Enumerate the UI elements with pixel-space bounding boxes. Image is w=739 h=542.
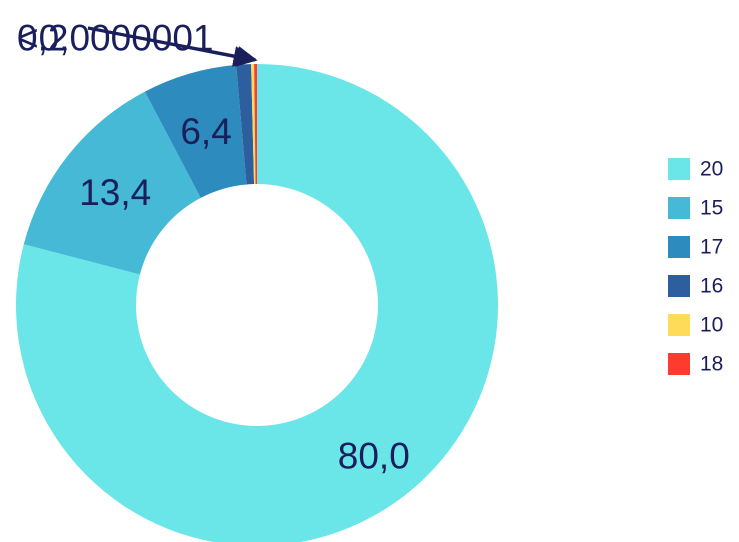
callout-label-10: 0,2 — [17, 18, 68, 59]
legend-item-15: 15 — [668, 197, 723, 220]
legend-label-20: 20 — [700, 158, 723, 181]
legend-item-18: 18 — [668, 353, 723, 376]
legend-label-17: 17 — [700, 236, 723, 259]
legend-swatch-20 — [668, 158, 690, 180]
callout-label-18: <0,0000001 — [17, 18, 214, 59]
legend-swatch-17 — [668, 236, 690, 258]
slice-17 — [144, 64, 247, 198]
slice-16 — [236, 64, 255, 185]
legend: 20 15 17 16 10 18 — [668, 158, 723, 376]
legend-item-10: 10 — [668, 314, 723, 337]
legend-swatch-16 — [668, 275, 690, 297]
legend-label-15: 15 — [700, 197, 723, 220]
data-label-17: 6,4 — [180, 111, 231, 152]
data-label-20: 80,0 — [338, 436, 410, 477]
legend-item-16: 16 — [668, 275, 723, 298]
legend-swatch-10 — [668, 314, 690, 336]
legend-label-10: 10 — [700, 314, 723, 337]
slices-layer — [16, 64, 498, 542]
slice-18 — [254, 64, 257, 185]
callouts-layer: 0,2<0,0000001 — [17, 18, 258, 67]
slice-15 — [23, 91, 201, 275]
legend-label-16: 16 — [700, 275, 723, 298]
legend-swatch-15 — [668, 197, 690, 219]
callout-arrow-18 — [87, 26, 258, 67]
legend-swatch-18 — [668, 353, 690, 375]
slice-10 — [251, 64, 256, 185]
data-labels-layer: 80,0 13,4 6,4 — [79, 111, 410, 477]
legend-label-18: 18 — [700, 353, 723, 376]
slice-20 — [16, 64, 498, 542]
data-label-15: 13,4 — [79, 172, 151, 213]
legend-item-20: 20 — [668, 158, 723, 181]
legend-item-17: 17 — [668, 236, 723, 259]
